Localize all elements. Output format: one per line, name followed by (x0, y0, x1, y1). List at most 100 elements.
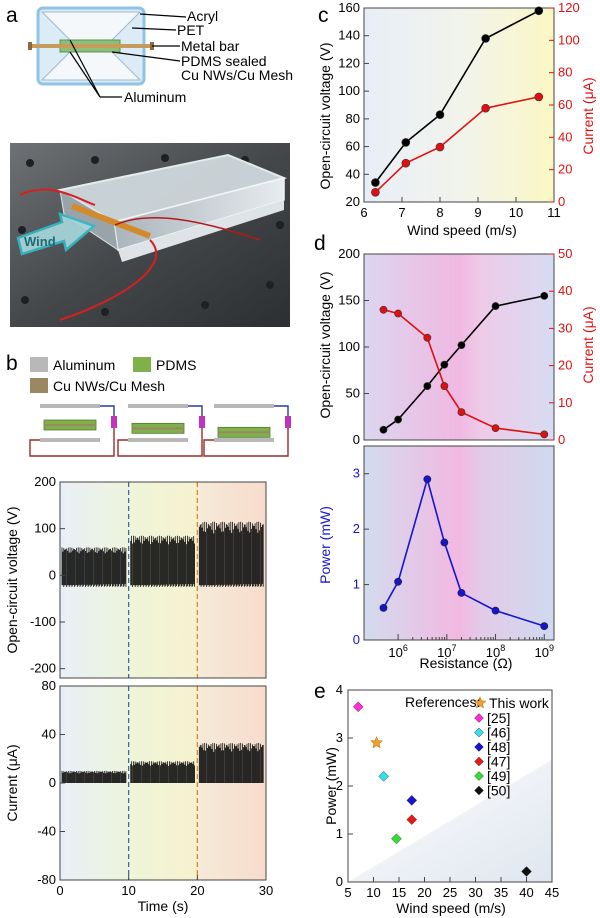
y2-tick-label: 80 (558, 65, 572, 80)
x-tick-label: 10 (509, 205, 523, 220)
y-tick-label: 0 (49, 775, 56, 790)
y-tick-label: 20 (346, 194, 360, 209)
data-point (423, 333, 432, 342)
y2-tick-label: 40 (558, 129, 572, 144)
y-tick-label: 200 (338, 246, 360, 261)
data-point (379, 603, 388, 612)
panel-letter-b: b (6, 352, 18, 375)
y2-tick-label: 50 (558, 246, 572, 261)
panel-letter-c: c (318, 4, 329, 27)
x-tick-label: 5 (344, 885, 351, 900)
data-point (394, 309, 403, 318)
b-current-xlabel: Time (s) (138, 898, 189, 914)
label-pdms-sealed: PDMS sealed (181, 53, 267, 69)
y-tick-label: 2 (336, 778, 343, 793)
y-tick-label: 140 (338, 28, 360, 43)
d-top-ylabel: Open-circuit voltage (V) (317, 271, 333, 418)
circuit-diagrams (29, 404, 291, 457)
y-tick-label: 1 (336, 826, 343, 841)
legend-label: This work (489, 695, 550, 711)
legend-marker-diamond (474, 742, 484, 752)
x-tick-label: 8 (436, 205, 443, 220)
schematic-callouts (69, 13, 187, 98)
y2-tick-label: 0 (558, 194, 565, 209)
data-point-diamond (406, 795, 418, 806)
y-tick-label: 50 (346, 386, 360, 401)
y-tick-label: 160 (338, 0, 360, 15)
e-legend-title: References: (405, 694, 480, 710)
x-tick-label: 106 (388, 643, 407, 660)
y-tick-label: 80 (42, 678, 56, 693)
chart-d-top: 0 50 100 150 200 0 10 20 30 40 50 (338, 246, 572, 447)
x-tick-label: 35 (494, 885, 508, 900)
data-point (379, 425, 388, 434)
data-point-diamond (406, 814, 418, 825)
y-tick-label: 0 (353, 432, 360, 447)
x-tick-label: 45 (545, 885, 559, 900)
x-tick-label: 9 (474, 205, 481, 220)
circuit-load (285, 416, 291, 428)
data-point (457, 588, 466, 597)
x-tick-label: 20 (417, 885, 431, 900)
e-ylabel: Power (mW) (323, 747, 339, 825)
device-photo: Wind (10, 143, 290, 327)
y-tick-label: 40 (346, 166, 360, 181)
panel-letter-d: d (314, 232, 326, 255)
plot-background (364, 446, 554, 640)
x-tick-exponent: 6 (403, 643, 408, 653)
data-point-star (370, 736, 384, 749)
trace-segment (198, 743, 264, 783)
circuit-wire-red (117, 425, 203, 457)
circuit-load (199, 416, 205, 428)
data-point (423, 475, 432, 484)
data-point (394, 577, 403, 586)
legend-label: [25] (487, 710, 510, 726)
trace-segment (130, 761, 195, 783)
chart-c: 20 40 60 80 100 120 140 160 0 20 40 60 80 100 120 6 7 8 9 1… (338, 0, 579, 220)
data-point (401, 158, 411, 168)
trace-segment (61, 770, 127, 783)
chart-b-current: -80 -40 0 40 80 0 10 20 30 (37, 678, 273, 898)
legend-aluminum: Aluminum (53, 357, 115, 373)
circuit-cu-layer (44, 424, 96, 426)
b-voltage-ylabel: Open-circuit voltage (V) (4, 506, 20, 653)
x-tick-label: 30 (468, 885, 482, 900)
y-tick-label: 100 (338, 83, 360, 98)
y-tick-label: 100 (338, 339, 360, 354)
c-y2label: Current (μA) (580, 77, 596, 154)
data-point (457, 341, 466, 350)
y-tick-label: 60 (346, 139, 360, 154)
circuit-wire-blue (188, 405, 203, 418)
panel-letter-e: e (314, 680, 326, 703)
x-tick-label: 109 (535, 643, 554, 660)
legend-label: [47] (487, 754, 510, 770)
circuit-wire-blue (100, 405, 115, 418)
data-point (440, 360, 449, 369)
data-point-diamond (352, 701, 364, 713)
x-tick-label: 25 (443, 885, 457, 900)
plot-background (364, 8, 554, 202)
circuit-wire-red (29, 425, 115, 457)
y-tick-label: 3 (353, 466, 360, 481)
legend-label: [49] (487, 768, 510, 784)
y-tick-label: 4 (336, 682, 343, 697)
circuit-bottom-plate (214, 438, 274, 442)
data-point (435, 110, 445, 119)
y-tick-label: 0 (49, 567, 56, 582)
x-tick-label: 6 (360, 205, 367, 220)
circuit-load (111, 416, 117, 428)
y2-tick-label: 60 (558, 97, 572, 112)
circuit-top-plate (128, 404, 188, 408)
x-tick-exponent: 9 (549, 643, 554, 653)
circuit-top-plate (40, 404, 100, 408)
circuit-wire-blue (274, 405, 289, 418)
c-ylabel: Open-circuit voltage (V) (317, 42, 333, 189)
data-point (401, 138, 411, 147)
x-tick-label: 40 (519, 885, 533, 900)
y-tick-label: 1 (353, 577, 360, 592)
y2-tick-label: 40 (558, 283, 572, 298)
label-metal-bar: Metal bar (181, 38, 240, 54)
x-tick-exponent: 7 (452, 643, 457, 653)
legend-marker-diamond (474, 756, 484, 767)
